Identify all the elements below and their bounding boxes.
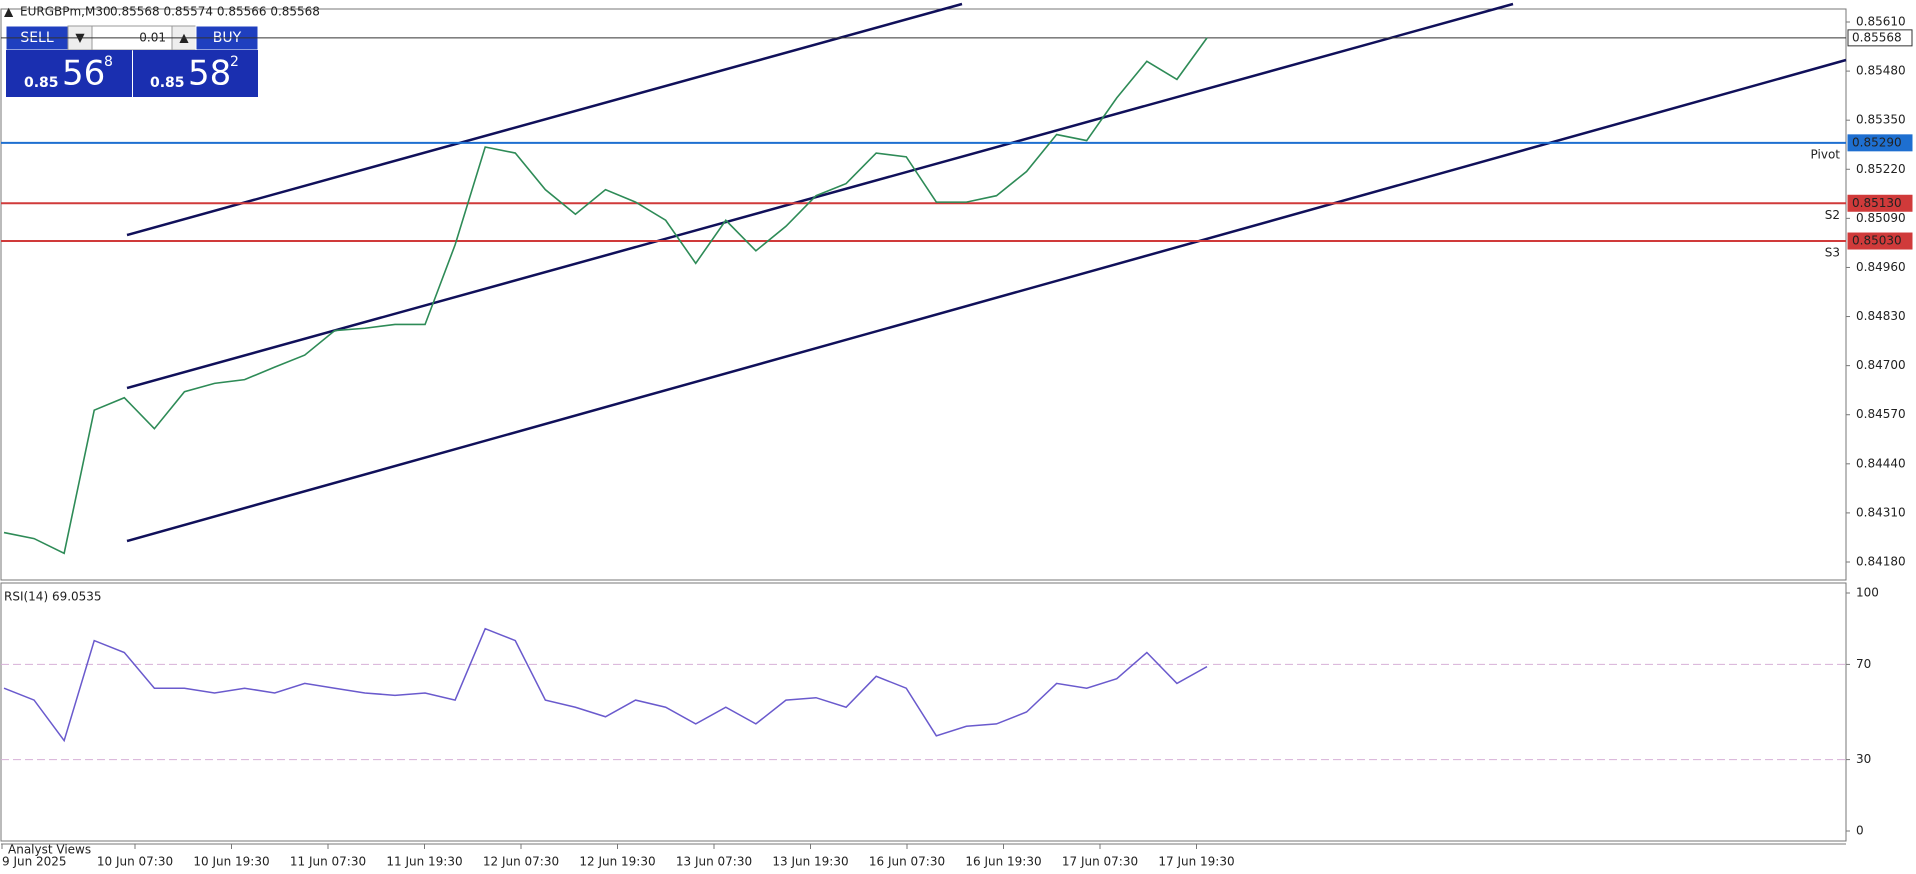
level-name: S3 — [1825, 246, 1840, 260]
y-tick-label: 0.85220 — [1856, 162, 1906, 176]
y-tick-label: 0.84310 — [1856, 505, 1906, 519]
y-tick-label: 0.84180 — [1856, 555, 1906, 569]
level-tag — [1847, 194, 1913, 212]
level-tag — [1847, 29, 1913, 47]
price-pane — [0, 8, 1847, 581]
rsi-tick-label: 30 — [1856, 752, 1871, 766]
ask-box[interactable] — [133, 50, 258, 97]
level-value: 0.85290 — [1852, 135, 1902, 149]
x-tick-label: 11 Jun 07:30 — [290, 855, 366, 869]
rsi-pane — [0, 582, 1847, 842]
symbol: EURGBPm,M30 — [20, 5, 111, 19]
x-tick-label: 13 Jun 19:30 — [772, 855, 848, 869]
x-tick-label: 10 Jun 19:30 — [193, 855, 269, 869]
rsi-tick-label: 70 — [1856, 657, 1871, 671]
x-tick-label: 12 Jun 07:30 — [483, 855, 559, 869]
x-tick-label: 17 Jun 19:30 — [1158, 855, 1234, 869]
bid-prefix: 0.85 — [24, 75, 59, 91]
y-tick-label: 0.85350 — [1856, 113, 1906, 127]
ask-big: 58 — [188, 54, 231, 94]
y-tick-label: 0.84830 — [1856, 309, 1906, 323]
x-tick-label: 9 Jun 2025 — [2, 855, 67, 869]
channel-middle — [126, 2, 1514, 390]
level-name: S2 — [1825, 208, 1840, 222]
header-icon: ▲ — [4, 5, 14, 19]
quote: 0.85568 0.85574 0.85566 0.85568 — [110, 5, 320, 19]
x-tick-label: 13 Jun 07:30 — [676, 855, 752, 869]
level-value: 0.85030 — [1852, 234, 1902, 248]
rsi-tick-label: 0 — [1856, 824, 1864, 838]
y-tick-label: 0.84960 — [1856, 260, 1906, 274]
footer-tab[interactable]: Analyst Views — [8, 843, 91, 857]
bid-box[interactable] — [6, 50, 132, 97]
bid-small: 8 — [104, 54, 113, 70]
x-tick-label: 12 Jun 19:30 — [579, 855, 655, 869]
y-tick-label: 0.84570 — [1856, 407, 1906, 421]
channel-lower — [126, 58, 1847, 543]
x-tick-label: 10 Jun 07:30 — [97, 855, 173, 869]
rsi-line — [3, 627, 1208, 743]
x-tick-label: 16 Jun 19:30 — [965, 855, 1041, 869]
y-tick-label: 0.85090 — [1856, 211, 1906, 225]
x-tick-label: 11 Jun 19:30 — [386, 855, 462, 869]
channel-upper — [126, 2, 963, 237]
ask-small: 2 — [230, 54, 239, 70]
level-value: 0.85568 — [1852, 30, 1902, 44]
y-tick-label: 0.85480 — [1856, 64, 1906, 78]
x-tick-label: 16 Jun 07:30 — [869, 855, 945, 869]
y-tick-label: 0.84700 — [1856, 358, 1906, 372]
bid-big: 56 — [62, 54, 105, 94]
price-line — [3, 37, 1208, 555]
ask-prefix: 0.85 — [150, 75, 185, 91]
rsi-label: RSI(14) 69.0535 — [4, 590, 102, 604]
level-value: 0.85130 — [1852, 196, 1902, 210]
trend-channel — [126, 2, 1847, 543]
y-tick-label: 0.84440 — [1856, 456, 1906, 470]
trade-panel: SELL ▼ 0.01 ▲ BUY 0.85 56 8 0.85 58 2 — [5, 25, 259, 97]
level-tag — [1847, 134, 1913, 152]
level-tag — [1847, 232, 1913, 250]
y-tick-label: 0.85610 — [1856, 15, 1906, 29]
rsi-tick-label: 100 — [1856, 586, 1879, 600]
x-tick-label: 17 Jun 07:30 — [1062, 855, 1138, 869]
level-name: Pivot — [1811, 147, 1841, 161]
